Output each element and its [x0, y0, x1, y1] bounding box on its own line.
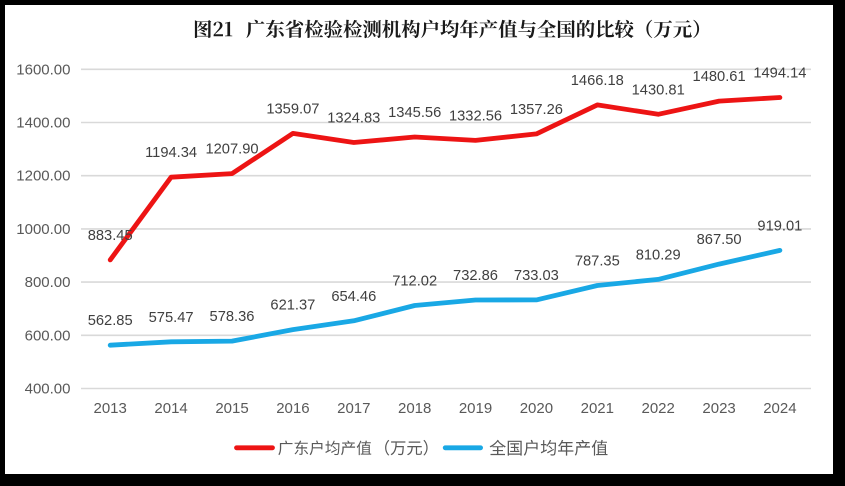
svg-text:1480.61: 1480.61: [693, 69, 746, 85]
svg-text:2016: 2016: [276, 400, 309, 417]
svg-text:810.29: 810.29: [636, 247, 681, 263]
svg-text:1466.18: 1466.18: [571, 73, 624, 89]
svg-text:1324.83: 1324.83: [327, 111, 380, 127]
svg-text:1494.14: 1494.14: [753, 66, 806, 82]
svg-text:2019: 2019: [459, 400, 492, 417]
svg-text:2018: 2018: [398, 400, 431, 417]
svg-text:712.02: 712.02: [392, 274, 437, 290]
svg-text:621.37: 621.37: [270, 298, 315, 314]
svg-text:2022: 2022: [642, 400, 675, 417]
svg-text:800.00: 800.00: [25, 274, 71, 291]
svg-text:400.00: 400.00: [25, 381, 71, 398]
svg-text:1359.07: 1359.07: [266, 101, 319, 117]
svg-text:787.35: 787.35: [575, 254, 620, 270]
svg-text:919.01: 919.01: [757, 218, 802, 234]
svg-text:2021: 2021: [581, 400, 614, 417]
svg-text:883.45: 883.45: [88, 228, 133, 244]
svg-text:733.03: 733.03: [514, 268, 559, 284]
svg-text:1600.00: 1600.00: [16, 61, 70, 78]
svg-text:575.47: 575.47: [149, 310, 194, 326]
svg-text:578.36: 578.36: [210, 309, 255, 325]
svg-text:2023: 2023: [702, 400, 735, 417]
svg-text:1400.00: 1400.00: [16, 115, 70, 132]
svg-text:2015: 2015: [215, 400, 248, 417]
svg-text:1345.56: 1345.56: [388, 105, 441, 121]
svg-text:1000.00: 1000.00: [16, 221, 70, 238]
svg-text:1332.56: 1332.56: [449, 108, 502, 124]
svg-text:867.50: 867.50: [697, 232, 742, 248]
svg-text:562.85: 562.85: [88, 313, 133, 329]
svg-text:732.86: 732.86: [453, 268, 498, 284]
svg-text:2013: 2013: [94, 400, 127, 417]
svg-text:1357.26: 1357.26: [510, 102, 563, 118]
svg-text:1430.81: 1430.81: [632, 82, 685, 98]
svg-text:654.46: 654.46: [331, 289, 376, 305]
svg-text:1200.00: 1200.00: [16, 168, 70, 185]
svg-text:2020: 2020: [520, 400, 553, 417]
svg-text:1207.90: 1207.90: [205, 142, 258, 158]
svg-text:2024: 2024: [763, 400, 796, 417]
svg-text:1194.34: 1194.34: [145, 145, 197, 161]
svg-text:2017: 2017: [337, 400, 370, 417]
svg-text:600.00: 600.00: [25, 327, 71, 344]
svg-text:2014: 2014: [154, 400, 187, 417]
